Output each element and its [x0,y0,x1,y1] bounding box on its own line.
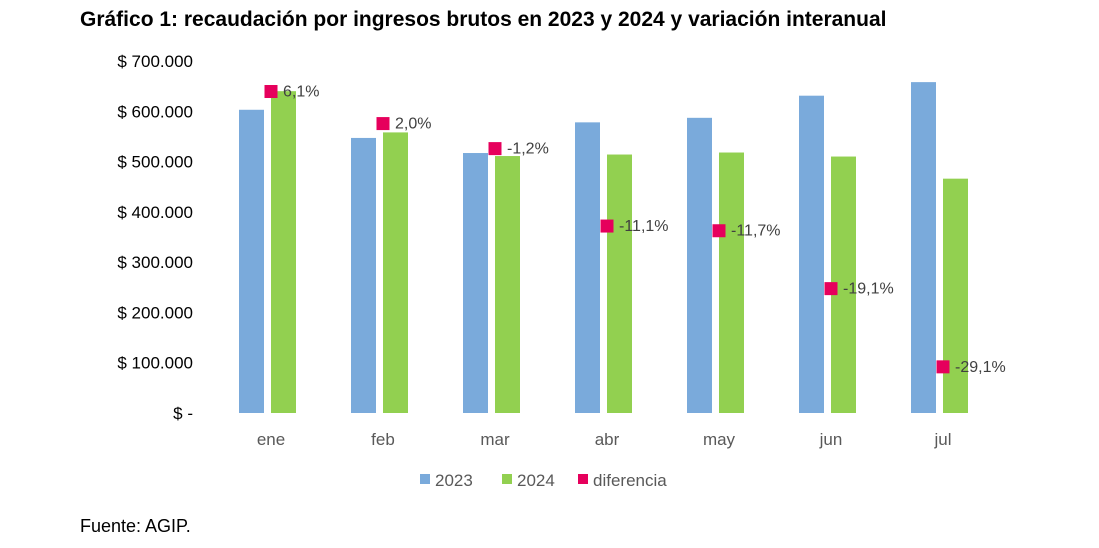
x-tick-label: may [703,430,736,449]
difference-marker-jun [824,282,838,296]
bar-2024-abr [607,154,632,413]
bar-2023-may [687,117,712,413]
legend-label: 2024 [517,471,555,490]
bar-2023-jul [911,82,936,414]
difference-marker-ene [264,85,278,99]
difference-label: -1,2% [507,141,549,158]
y-tick-label: $ 100.000 [117,354,193,373]
legend: 2023 2024 diferencia [420,471,667,490]
difference-label: -19,1% [843,281,894,298]
bar-2023-mar [463,153,488,413]
chart-title: Gráfico 1: recaudación por ingresos brut… [80,8,887,31]
legend-swatch-2024 [502,474,512,484]
x-tick-label: mar [480,430,510,449]
bar-2024-feb [383,132,408,414]
x-tick-label: abr [595,430,620,449]
difference-marker-abr [600,219,614,233]
difference-marker-mar [488,142,502,156]
difference-marker-may [712,224,726,238]
y-tick-label: $ 300.000 [117,253,193,272]
difference-markers: 6,1% 2,0% -1,2% -11,1% -11,7% -19,1% -29,1% [264,84,1006,376]
difference-label: -11,1% [619,218,669,235]
legend-label: diferencia [593,471,667,490]
y-tick-label: $ 700.000 [117,52,193,71]
x-tick-label: ene [257,430,285,449]
y-tick-label: $ 600.000 [117,102,193,121]
difference-label: 6,1% [283,84,319,101]
difference-marker-jul [936,360,950,374]
y-tick-label: $ - [173,404,193,423]
difference-label: -11,7% [731,223,781,240]
legend-label: 2023 [435,471,473,490]
y-tick-label: $ 400.000 [117,203,193,222]
bar-2023-abr [575,122,600,413]
source-note: Fuente: AGIP. [80,516,191,536]
bar-2024-ene [271,91,296,414]
difference-label: -29,1% [955,359,1006,376]
bars [239,82,968,414]
y-tick-label: $ 500.000 [117,153,193,172]
x-tick-label: jul [933,430,951,449]
x-tick-label: feb [371,430,395,449]
legend-swatch-diferencia [578,474,588,484]
difference-marker-feb [376,117,390,131]
x-axis: ene feb mar abr may jun jul [257,430,952,449]
y-axis: $ - $ 100.000 $ 200.000 $ 300.000 $ 400.000 $… [117,52,193,423]
y-tick-label: $ 200.000 [117,303,193,322]
x-tick-label: jun [819,430,843,449]
bar-2024-jul [943,178,968,413]
bar-2023-feb [351,137,376,414]
bar-2024-may [719,152,744,413]
bar-2023-ene [239,109,264,413]
legend-swatch-2023 [420,474,430,484]
difference-label: 2,0% [395,116,431,133]
bar-2023-jun [799,95,824,413]
bar-2024-mar [495,156,520,414]
